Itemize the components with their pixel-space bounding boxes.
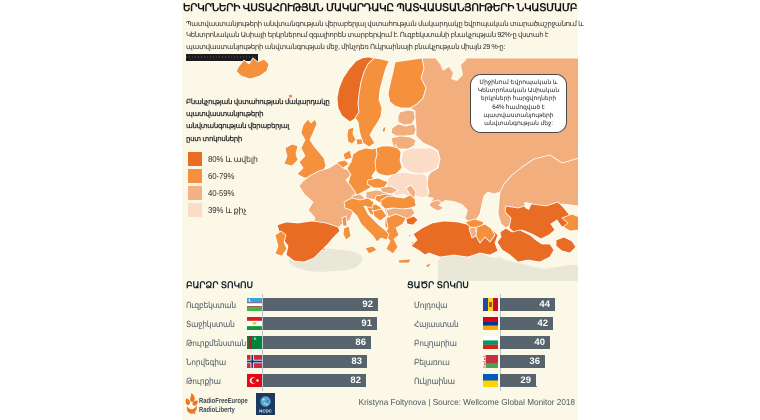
svg-text:NCDC: NCDC [259,409,273,414]
